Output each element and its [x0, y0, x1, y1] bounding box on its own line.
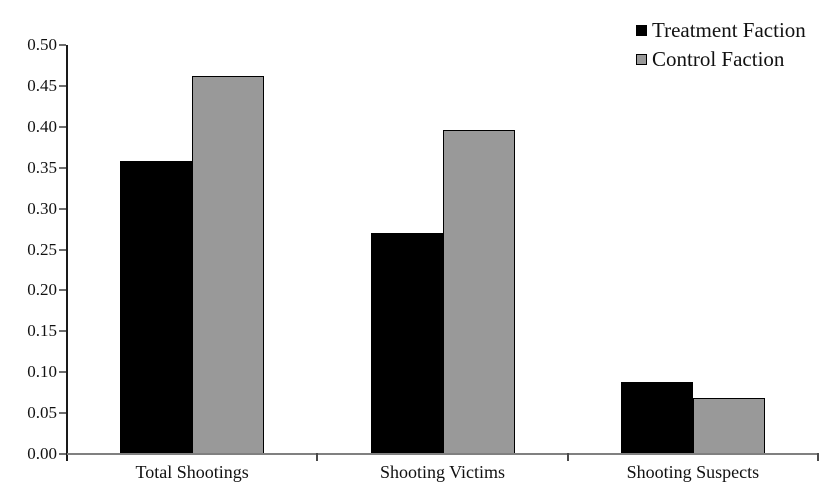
- y-tick-label: 0.25: [27, 239, 57, 259]
- bar-control-faction-shooting-suspects: [692, 398, 765, 454]
- bar-treatment-faction-shooting-victims: [370, 233, 443, 454]
- y-tick-label: 0.40: [27, 116, 57, 136]
- x-tick-mark: [817, 453, 819, 461]
- y-tick-mark: [59, 371, 66, 374]
- y-tick-label: 0.00: [27, 444, 57, 463]
- bar-control-faction-total-shootings: [192, 76, 265, 454]
- y-tick-mark: [59, 44, 66, 46]
- bar-treatment-faction-total-shootings: [120, 161, 193, 454]
- legend-label: Treatment Faction: [652, 18, 806, 42]
- legend-label: Control Faction: [652, 47, 785, 71]
- legend-item: Control Faction: [636, 45, 806, 74]
- y-tick-mark: [59, 125, 66, 128]
- y-tick-mark: [59, 166, 66, 169]
- y-tick-mark: [59, 412, 66, 415]
- y-tick-label: 0.30: [27, 198, 57, 218]
- y-axis-line: [66, 45, 68, 461]
- y-tick-label: 0.15: [27, 321, 57, 341]
- y-tick-label: 0.05: [27, 403, 57, 423]
- y-tick-label: 0.35: [27, 157, 57, 177]
- y-tick-label: 0.50: [27, 35, 57, 54]
- x-category-label: Total Shootings: [135, 462, 249, 482]
- x-tick-mark: [316, 453, 319, 461]
- legend-item: Treatment Faction: [636, 16, 806, 45]
- bar-control-faction-shooting-victims: [442, 130, 515, 454]
- y-tick-mark: [59, 453, 66, 455]
- y-tick-mark: [59, 330, 66, 333]
- legend-swatch-icon: [636, 54, 647, 65]
- y-tick-label: 0.20: [27, 280, 57, 300]
- bar-treatment-faction-shooting-suspects: [620, 382, 693, 454]
- x-axis-line: [67, 453, 818, 455]
- x-category-label: Shooting Victims: [379, 462, 506, 482]
- y-tick-label: 0.45: [27, 75, 57, 95]
- legend: Treatment Faction Control Faction: [636, 16, 806, 74]
- y-tick-label: 0.10: [27, 362, 57, 382]
- y-tick-mark: [59, 207, 66, 210]
- legend-swatch-icon: [636, 25, 647, 36]
- y-tick-mark: [59, 84, 66, 87]
- x-tick-mark: [566, 453, 569, 461]
- x-category-label: Shooting Suspects: [626, 462, 760, 482]
- y-tick-mark: [59, 289, 66, 292]
- y-tick-mark: [59, 248, 66, 251]
